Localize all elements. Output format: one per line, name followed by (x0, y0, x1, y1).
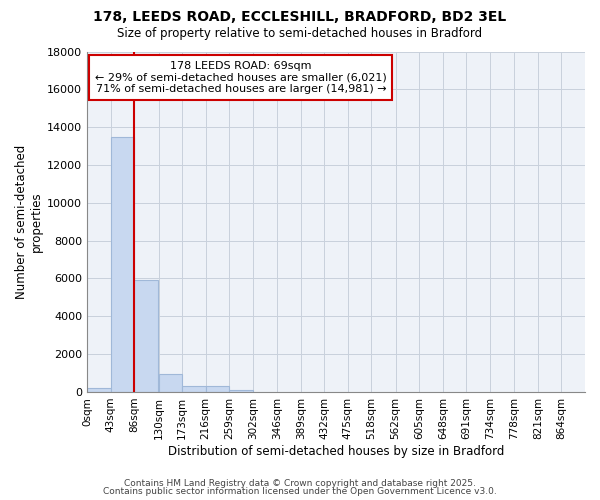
Y-axis label: Number of semi-detached
properties: Number of semi-detached properties (15, 144, 43, 299)
Bar (206, 386, 229, 392)
Bar (111, 136, 134, 392)
Bar (87, 388, 111, 392)
Text: 178 LEEDS ROAD: 69sqm
← 29% of semi-detached houses are smaller (6,021)
71% of s: 178 LEEDS ROAD: 69sqm ← 29% of semi-deta… (95, 61, 387, 94)
X-axis label: Distribution of semi-detached houses by size in Bradford: Distribution of semi-detached houses by … (168, 444, 504, 458)
Text: Size of property relative to semi-detached houses in Bradford: Size of property relative to semi-detach… (118, 28, 482, 40)
Text: 178, LEEDS ROAD, ECCLESHILL, BRADFORD, BD2 3EL: 178, LEEDS ROAD, ECCLESHILL, BRADFORD, B… (94, 10, 506, 24)
Bar (158, 374, 182, 392)
Bar (229, 390, 253, 392)
Bar (182, 386, 206, 392)
Text: Contains public sector information licensed under the Open Government Licence v3: Contains public sector information licen… (103, 488, 497, 496)
Text: Contains HM Land Registry data © Crown copyright and database right 2025.: Contains HM Land Registry data © Crown c… (124, 478, 476, 488)
Bar (134, 280, 158, 392)
